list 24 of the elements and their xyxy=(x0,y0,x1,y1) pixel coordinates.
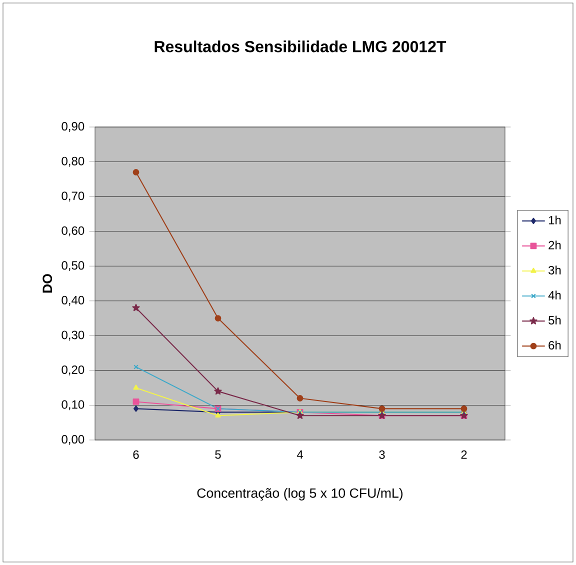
x-tick-label: 4 xyxy=(296,450,303,459)
y-tick-label: 0,30 xyxy=(62,330,84,341)
chart-title: Resultados Sensibilidade LMG 20012T xyxy=(154,40,446,52)
y-tick-label: 0,50 xyxy=(62,261,84,272)
y-tick-label: 0,90 xyxy=(62,122,84,132)
y-tick-label: 0,10 xyxy=(62,400,84,410)
legend-label: 5h xyxy=(548,316,561,325)
y-tick-label: 0,00 xyxy=(62,435,84,445)
y-tick-label: 0,20 xyxy=(62,365,84,376)
y-tick-label: 0,40 xyxy=(62,296,84,306)
y-axis-title: DO xyxy=(42,274,52,293)
legend-label: 3h xyxy=(548,266,561,274)
x-tick-label: 5 xyxy=(215,450,221,459)
y-tick-label: 0,80 xyxy=(62,156,84,167)
legend-label: 1h xyxy=(548,216,561,224)
y-tick-label: 0,60 xyxy=(62,226,84,236)
x-axis-title: Concentração (log 5 x 10 CFU/mL) xyxy=(197,488,403,501)
legend-label: 6h xyxy=(548,340,561,350)
x-tick-label: 6 xyxy=(133,450,139,459)
x-tick-label: 3 xyxy=(379,450,385,459)
y-tick-label: 0,70 xyxy=(62,192,84,202)
legend-label: 2h xyxy=(548,240,561,250)
x-tick-label: 2 xyxy=(461,450,467,459)
legend-label: 4h xyxy=(548,290,561,300)
